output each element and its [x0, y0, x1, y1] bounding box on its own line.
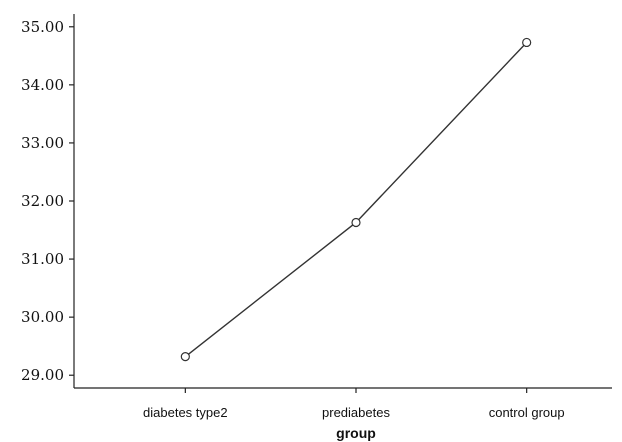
series-line-group [180, 37, 532, 362]
y-tick-label: 30.00 [21, 308, 64, 326]
y-tick-label: 29.00 [21, 366, 64, 384]
data-point [351, 217, 361, 228]
x-axis-label: group [336, 425, 376, 441]
y-tick-label: 33.00 [21, 134, 64, 152]
x-tick-label: control group [489, 405, 565, 420]
y-tick-label: 34.00 [21, 76, 64, 94]
x-tick-label: diabetes type2 [143, 405, 228, 420]
series-line [184, 41, 528, 358]
x-axis: diabetes type2 prediabetes control group [74, 387, 612, 420]
x-tick-label: prediabetes [322, 405, 390, 420]
data-point [180, 352, 190, 362]
data-point [522, 37, 532, 48]
y-tick-label: 32.00 [21, 192, 64, 210]
y-axis: 29.00 30.00 31.00 32.00 33.00 34.00 35.00 [21, 14, 75, 388]
y-tick-label: 35.00 [21, 18, 64, 36]
y-tick-label: 31.00 [21, 250, 64, 268]
